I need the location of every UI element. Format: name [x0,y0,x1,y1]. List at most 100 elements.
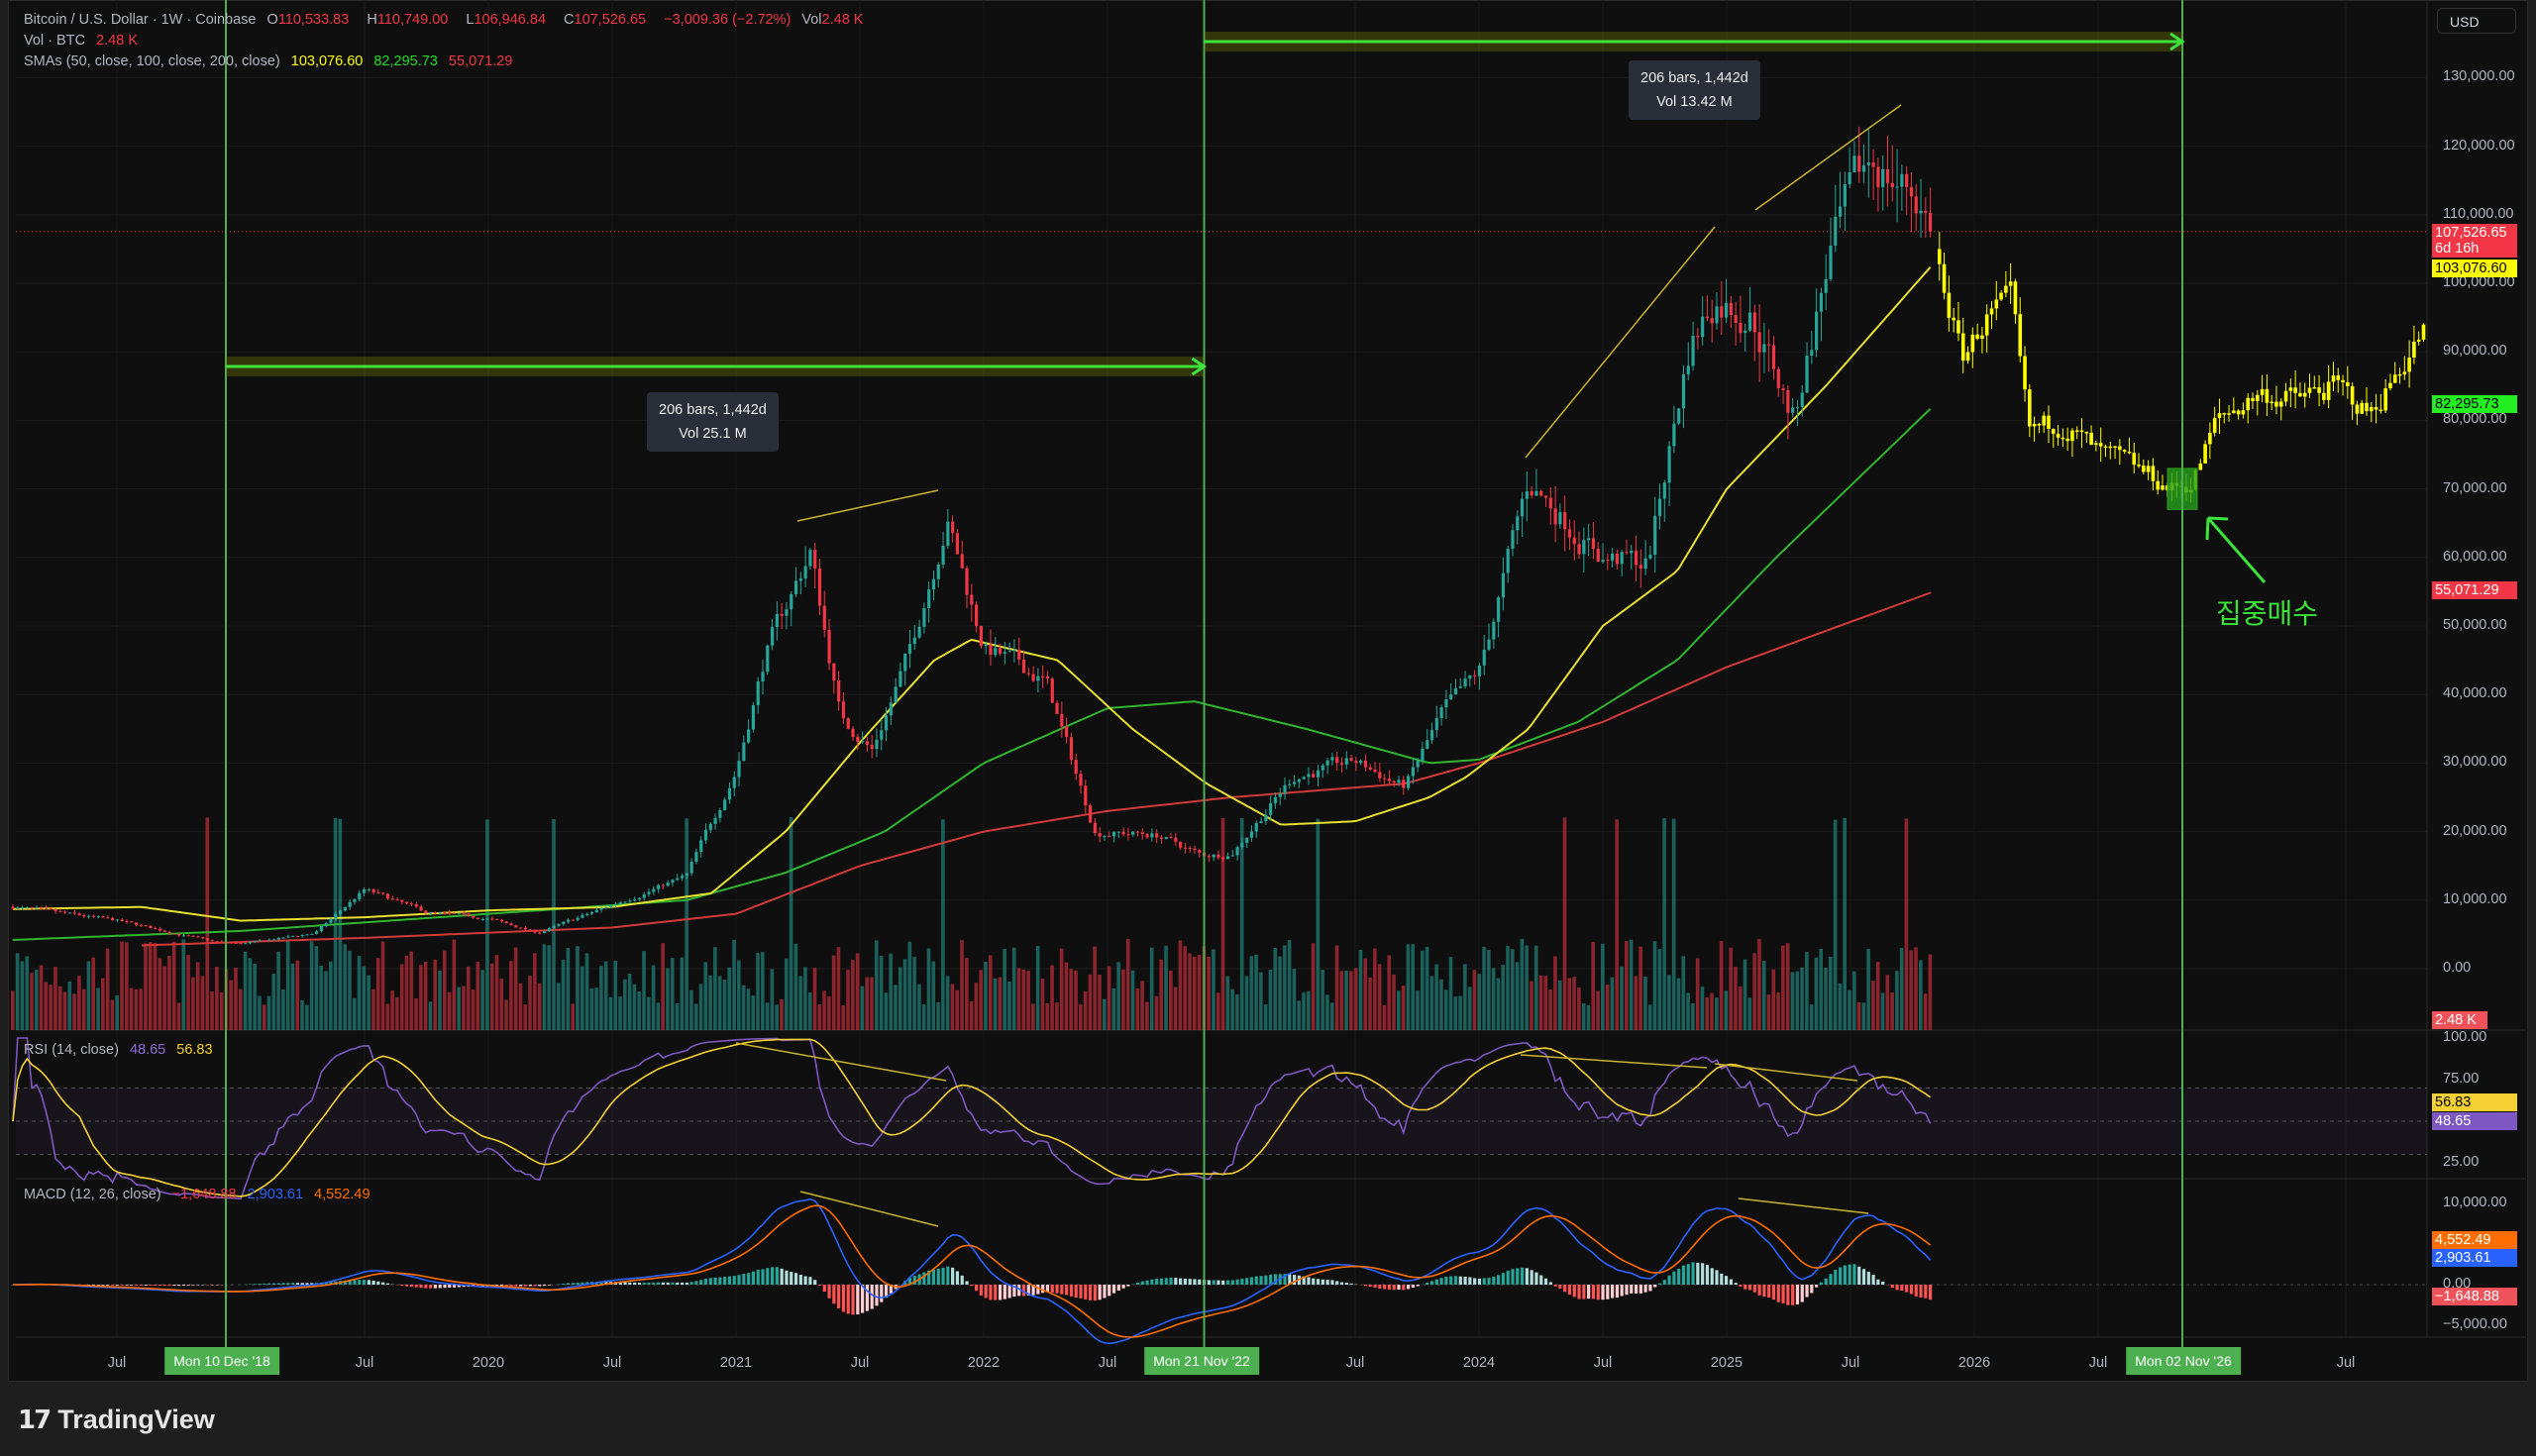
candle-body [1876,166,1880,187]
candle-body [666,883,670,886]
macd-hist-bar [922,1272,926,1285]
projection-body [2217,413,2222,418]
projection-body [2079,430,2084,433]
projection-body [1980,335,1984,340]
candle [215,940,219,943]
candle [856,734,860,751]
macd-hist-bar [1747,1285,1752,1291]
candle [1572,520,1576,561]
candle-body [1900,173,1904,187]
candle [1135,830,1140,837]
macd-hist-bar [1630,1285,1634,1294]
currency-selector[interactable]: USD [2437,8,2516,34]
projection-body [2151,466,2156,481]
macd-hist-bar [324,1282,328,1285]
volume-bar [1700,987,1705,1030]
candle [1003,641,1006,665]
candle [1354,757,1358,772]
volume-bar [1311,943,1316,1030]
candle [751,702,756,733]
volume-bar [1173,987,1178,1030]
volume-bar [618,996,622,1030]
volume-bar [1781,945,1785,1030]
candle [1198,849,1202,858]
projection-body [2051,428,2056,434]
volume-bar [329,961,333,1030]
macd-hist-bar [419,1285,423,1289]
volume-bar [741,985,746,1030]
candle [1098,827,1102,843]
macd-hist-bar [1135,1282,1140,1285]
volume-bar [1890,992,1894,1030]
volume-bar [1805,952,1809,1030]
candle [647,888,651,897]
candle [1543,495,1548,507]
candle [1411,757,1415,784]
candle-body [448,912,452,914]
volume-bar [1011,947,1016,1030]
candle [358,889,362,902]
candle-body [1819,292,1824,312]
candle [1539,489,1543,497]
candle-body [519,927,523,929]
chart-frame [8,0,2528,1382]
macd-legend[interactable]: MACD (12, 26, close) −1,648.88 2,903.61 … [24,1187,377,1202]
volume-bar [651,965,656,1030]
signal-line [13,1204,1932,1338]
macd-hist-bar [1739,1285,1743,1287]
volume-bar [262,1004,266,1030]
candle-body [16,907,20,909]
volume-bar [1215,992,1220,1030]
macd-hist-bar [409,1285,414,1288]
volume-bar [1596,990,1600,1030]
macd-hist-bar [1924,1285,1928,1299]
volume-bar [1239,818,1244,1030]
symbol-legend[interactable]: Bitcoin / U.S. Dollar · 1W · Coinbase O1… [24,12,877,28]
candle-body [1426,740,1429,749]
candle [443,910,447,915]
candle-body [1606,560,1610,562]
volume-bar [789,817,793,1030]
projection-body [2132,453,2137,466]
volume-bar [1329,1002,1334,1030]
macd-hist-bar [448,1285,452,1288]
candle-body [291,935,295,937]
volume-bar [998,977,1003,1030]
rsi-legend[interactable]: RSI (14, close) 48.65 56.83 [24,1042,220,1058]
volume-bar [348,950,352,1030]
volume-bar [1225,976,1230,1030]
macd-hist-bar [907,1278,912,1285]
volume-bar [889,953,893,1030]
candle [1681,364,1686,429]
projection-body [2222,413,2227,415]
candle-body [856,736,860,743]
candle [557,923,561,928]
volume-bar [110,999,115,1030]
macd-hist-bar [1919,1285,1923,1299]
projection-body [2137,465,2141,467]
candle-body [1729,302,1733,316]
projection-bar [2322,382,2326,405]
candle [1724,278,1729,324]
sma-legend[interactable]: SMAs (50, close, 100, close, 200, close)… [24,53,519,69]
candle [300,934,304,938]
volume-bar [936,1001,940,1030]
volume-legend[interactable]: Vol · BTC 2.48 K [24,33,145,49]
volume-bar [271,974,276,1030]
macd-title: MACD (12, 26, close) [24,1187,161,1202]
projection-body [2074,430,2079,433]
tradingview-logo[interactable]: 𝟭𝟳 TradingView [18,1404,215,1435]
volume-bar [1035,945,1040,1030]
candle-body [1776,368,1780,388]
macd-hist-bar [1468,1277,1472,1285]
candle-body [1681,374,1686,409]
volume-bar [1178,940,1183,1030]
volume-bar [1715,997,1719,1030]
candle-body [737,761,741,778]
projection-bar [1952,307,1955,333]
macd-hist-bar [1273,1274,1278,1285]
candle-body [1449,694,1453,699]
candle [894,677,898,703]
sma100-value: 82,295.73 [373,53,438,69]
